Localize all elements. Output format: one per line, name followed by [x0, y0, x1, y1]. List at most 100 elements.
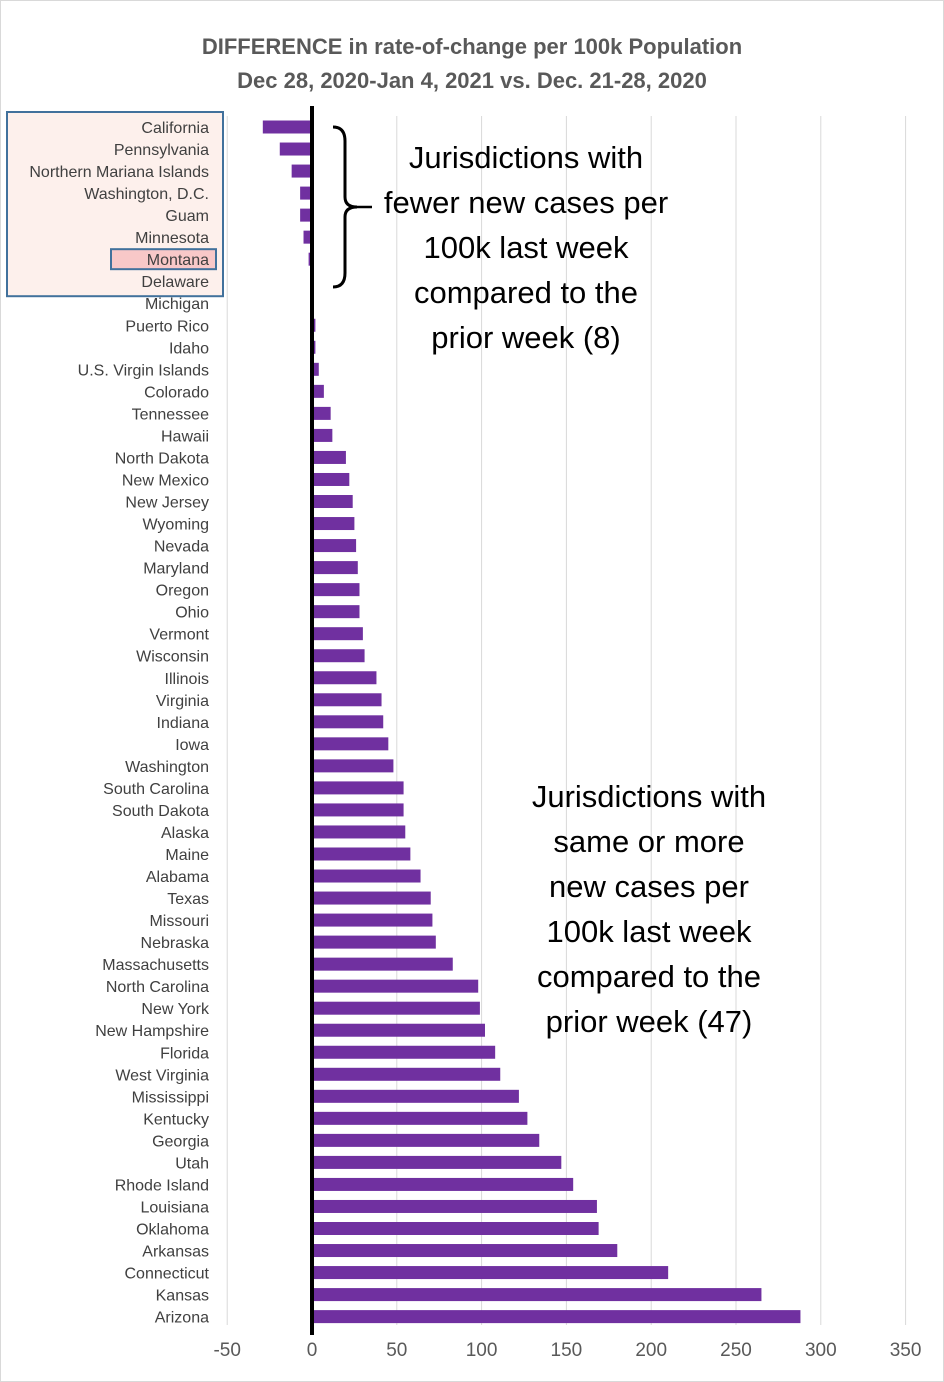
- bar: [312, 539, 357, 553]
- category-label: New York: [141, 1001, 210, 1018]
- bar: [312, 869, 421, 883]
- annotation-line: Jurisdictions with: [531, 779, 767, 814]
- category-label: North Carolina: [106, 979, 209, 996]
- bar: [312, 362, 319, 376]
- category-label: California: [141, 120, 209, 137]
- category-label: Guam: [165, 208, 209, 225]
- annotation-line: prior week (8): [431, 320, 621, 355]
- category-label: West Virginia: [115, 1067, 209, 1084]
- category-label: Arkansas: [142, 1244, 209, 1261]
- bar: [312, 825, 406, 839]
- category-label: Colorado: [144, 384, 209, 401]
- category-label: South Dakota: [112, 803, 209, 820]
- category-label: Puerto Rico: [125, 318, 209, 335]
- category-label: Wisconsin: [136, 649, 209, 666]
- bar: [300, 186, 312, 200]
- x-tick-label: 0: [307, 1340, 318, 1361]
- bar: [312, 1023, 485, 1037]
- bar: [312, 913, 433, 927]
- bar: [312, 781, 404, 795]
- category-label: New Hampshire: [95, 1023, 209, 1040]
- category-label: Ohio: [175, 605, 209, 622]
- x-tick-label: 350: [890, 1340, 922, 1361]
- category-label: Vermont: [149, 627, 209, 644]
- bar: [312, 693, 382, 707]
- category-label: Northern Mariana Islands: [29, 164, 209, 181]
- bar: [312, 671, 377, 685]
- bar: [312, 803, 404, 817]
- bar: [312, 384, 324, 398]
- chart-title-block: DIFFERENCE in rate-of-change per 100k Po…: [0, 30, 944, 98]
- category-label: Nevada: [154, 539, 209, 556]
- x-tick-label: 200: [635, 1340, 667, 1361]
- category-label: Nebraska: [141, 935, 210, 952]
- bar: [312, 627, 363, 641]
- category-label: Oklahoma: [136, 1222, 209, 1239]
- bar: [312, 979, 479, 993]
- bar: [312, 1067, 501, 1081]
- category-label: Alabama: [146, 869, 209, 886]
- bar: [279, 142, 312, 156]
- annotation-line: compared to the: [536, 959, 762, 994]
- category-label: Connecticut: [125, 1266, 210, 1283]
- category-label: Kentucky: [143, 1111, 209, 1128]
- category-label: Idaho: [169, 340, 209, 357]
- bar: [312, 891, 431, 905]
- category-label: Minnesota: [135, 230, 209, 247]
- category-label: Georgia: [152, 1133, 209, 1150]
- bar: [312, 1199, 597, 1213]
- category-label: Wyoming: [142, 517, 209, 534]
- bar: [312, 583, 360, 597]
- annotation-line: Jurisdictions with: [408, 140, 644, 175]
- chart-subtitle: Dec 28, 2020-Jan 4, 2021 vs. Dec. 21-28,…: [237, 68, 707, 93]
- bar: [312, 935, 436, 949]
- category-label: Oregon: [156, 583, 209, 600]
- bar: [291, 164, 312, 178]
- annotation-line: prior week (47): [545, 1004, 753, 1039]
- bar: [312, 847, 411, 861]
- category-label: Missouri: [149, 913, 209, 930]
- bar: [312, 450, 346, 464]
- annotation-fewer-cases: Jurisdictions with fewer new cases per 1…: [356, 135, 696, 360]
- category-label: Mississippi: [132, 1089, 209, 1106]
- bar: [312, 1222, 599, 1235]
- x-tick-label: 150: [551, 1340, 583, 1361]
- bar: [312, 1288, 762, 1302]
- bar: [312, 517, 355, 531]
- bar: [312, 1045, 496, 1059]
- x-tick-label: 250: [720, 1340, 752, 1361]
- category-label: Pennsylvania: [114, 142, 209, 159]
- curly-brace: [332, 125, 358, 289]
- x-tick-label: -50: [213, 1340, 240, 1361]
- chart-title: DIFFERENCE in rate-of-change per 100k Po…: [201, 34, 743, 59]
- category-label: Kansas: [156, 1288, 209, 1305]
- bar: [312, 605, 360, 619]
- category-label: Washington, D.C.: [84, 186, 209, 203]
- bar: [312, 649, 365, 663]
- category-label: Delaware: [141, 274, 209, 291]
- bar: [312, 737, 389, 751]
- bar: [262, 120, 312, 134]
- category-label: Indiana: [157, 715, 210, 732]
- category-label: North Dakota: [115, 450, 209, 467]
- x-tick-label: 50: [386, 1340, 407, 1361]
- x-tick-label: 300: [805, 1340, 837, 1361]
- bar: [312, 957, 453, 971]
- bar: [312, 1266, 669, 1280]
- bar: [312, 715, 384, 729]
- bar: [300, 208, 312, 222]
- annotation-line: fewer new cases per: [383, 185, 669, 220]
- category-label: New Mexico: [122, 472, 209, 489]
- category-label: Massachusetts: [102, 957, 209, 974]
- category-label: Utah: [175, 1155, 209, 1172]
- category-label: Maine: [165, 847, 209, 864]
- bar: [312, 1001, 480, 1015]
- bar: [312, 1155, 562, 1169]
- category-label: Virginia: [156, 693, 209, 710]
- category-label: Maryland: [143, 561, 209, 578]
- category-label: Alaska: [161, 825, 209, 842]
- bar: [312, 1310, 801, 1324]
- bar: [312, 1111, 528, 1125]
- bar: [303, 230, 312, 244]
